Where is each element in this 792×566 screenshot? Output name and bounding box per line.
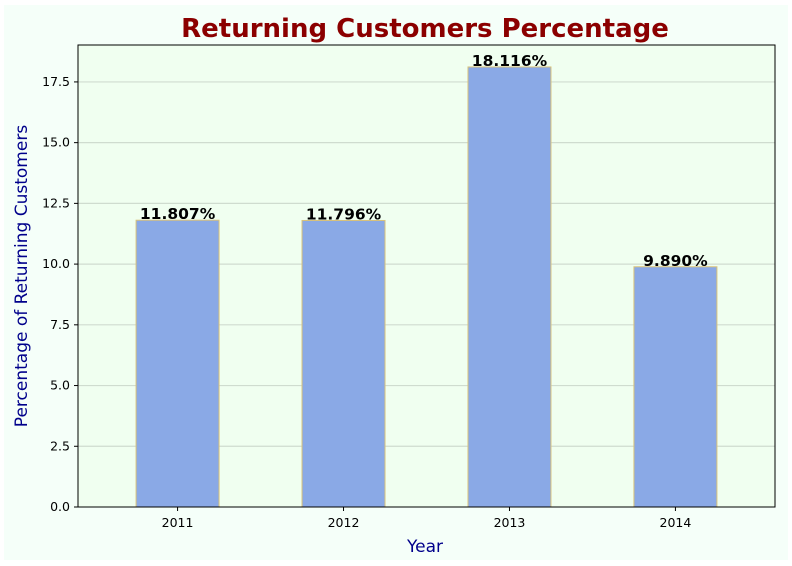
- y-tick-label: 17.5: [42, 74, 70, 89]
- bar-2013: [467, 66, 552, 508]
- data-label-2012: 11.796%: [306, 205, 382, 223]
- x-tick-label-2012: 2012: [328, 515, 360, 530]
- data-labels: 11.807% 11.796% 18.116% 9.890%: [140, 52, 708, 270]
- x-tick-label-2013: 2013: [494, 515, 526, 530]
- data-label-2011: 11.807%: [140, 205, 216, 223]
- x-axis-ticks: 2011 2012 2013 2014: [162, 507, 692, 530]
- y-tick-label: 2.5: [50, 438, 70, 453]
- data-label-2013: 18.116%: [472, 52, 548, 70]
- bar-2011: [135, 219, 220, 508]
- x-axis-label: Year: [406, 537, 443, 557]
- plot-frame: [77, 44, 776, 508]
- y-axis-label: Percentage of Returning Customers: [12, 125, 32, 428]
- bars: [135, 66, 718, 508]
- y-tick-label: 10.0: [42, 256, 70, 271]
- y-tick-label: 12.5: [42, 195, 70, 210]
- y-axis-ticks: 0.0 2.5 5.0 7.5 10.0 12.5 15.0 17.5: [42, 74, 78, 514]
- y-tick-label: 15.0: [42, 135, 70, 150]
- y-tick-label: 5.0: [50, 378, 70, 393]
- x-tick-label-2011: 2011: [162, 515, 194, 530]
- bar-2014: [633, 266, 718, 508]
- x-tick-label-2014: 2014: [660, 515, 692, 530]
- y-tick-label: 7.5: [50, 317, 70, 332]
- bar-2012: [301, 219, 386, 508]
- data-label-2014: 9.890%: [643, 252, 708, 270]
- chart-title: Returning Customers Percentage: [181, 14, 669, 44]
- y-tick-label: 0.0: [50, 499, 70, 514]
